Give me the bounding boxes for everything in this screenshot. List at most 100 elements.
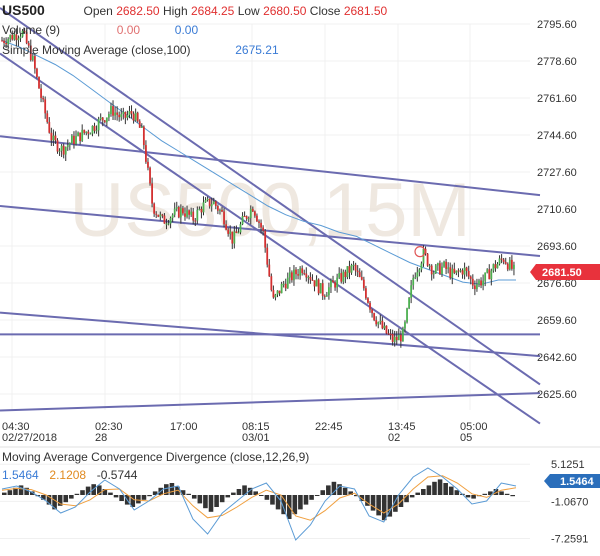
trend-line (0, 392, 541, 412)
macd-bar (52, 495, 57, 510)
candles (1, 27, 515, 348)
macd-bar (247, 487, 253, 495)
macd-bar (448, 486, 454, 495)
candle-body (56, 140, 59, 152)
candle-body (469, 276, 472, 279)
candle-body (441, 266, 443, 275)
candle-body (114, 112, 116, 116)
candle-body (463, 267, 466, 275)
macd-bar (253, 491, 258, 495)
candle-body (204, 199, 207, 203)
current-price-badge: 2681.50 (530, 264, 600, 280)
candle-body (461, 270, 464, 275)
candle-body (177, 207, 180, 218)
candle-body (208, 198, 211, 207)
candle-body (375, 320, 378, 325)
macd-bar (102, 489, 108, 495)
candle-body (237, 232, 240, 234)
candle-body (184, 213, 186, 217)
candle-body (270, 276, 273, 291)
candle-body (99, 117, 102, 120)
candle-body (422, 248, 425, 264)
candle-body (85, 131, 88, 133)
candle-body (494, 264, 497, 269)
candle-body (410, 285, 413, 298)
macd-bar (298, 495, 303, 510)
macd-bar (197, 495, 203, 504)
candle-body (155, 213, 158, 215)
candle-body (379, 320, 382, 322)
candle-body (467, 270, 470, 277)
candle-body (110, 106, 112, 115)
x-tick-time: 13:45 (388, 421, 416, 433)
y-tick-label: 2659.60 (537, 315, 577, 327)
candle-body (66, 145, 69, 148)
x-tick-time: 08:15 (242, 421, 270, 433)
candle-body (288, 272, 291, 278)
candle-body (500, 258, 503, 260)
macd-signal-line (1, 475, 517, 521)
candle-body (319, 283, 322, 294)
macd-bar (454, 490, 460, 495)
macd-bar (203, 495, 208, 509)
candle-body (241, 216, 244, 225)
macd-value-2: 2.1208 (49, 468, 87, 482)
macd-bar (437, 479, 443, 495)
candle-body (439, 263, 441, 275)
candle-body (350, 265, 353, 273)
candle-body (348, 266, 351, 273)
candle-body (303, 273, 306, 275)
y-tick-label: 2693.60 (537, 241, 577, 253)
sma-value: 2675.21 (235, 43, 279, 57)
candle-body (159, 214, 162, 217)
macd-bar (409, 495, 415, 498)
candle-body (268, 264, 271, 277)
candle-body (9, 34, 12, 40)
candle-body (145, 145, 147, 162)
candle-body (138, 121, 141, 128)
candle-body (3, 40, 5, 43)
candle-body (358, 272, 361, 277)
candle-body (309, 276, 312, 280)
candle-body (299, 268, 302, 276)
candle-body (227, 229, 230, 234)
candle-body (171, 214, 174, 219)
macd-bar (426, 485, 432, 495)
macd-bar (191, 495, 197, 499)
macd-bar (2, 492, 7, 495)
macd-bar (342, 487, 348, 495)
candle-body (196, 209, 199, 221)
candle-body (194, 220, 197, 222)
candle-body (124, 111, 127, 118)
macd-bar (393, 495, 398, 512)
macd-bar (147, 495, 152, 497)
candle-body (231, 231, 234, 244)
macd-bar (141, 495, 147, 500)
candle-body (157, 214, 160, 217)
candle-body (73, 135, 75, 145)
candle-body (356, 270, 359, 273)
candle-body (449, 267, 452, 278)
y-tick-label: 2676.60 (537, 278, 577, 290)
close-value: 2681.50 (343, 4, 388, 18)
macd-bar (275, 495, 281, 510)
candle-body (274, 294, 277, 298)
candle-body (29, 45, 32, 60)
macd-bar (214, 495, 219, 507)
candle-body (153, 203, 156, 214)
low-label: Low (237, 4, 260, 18)
macd-bar (96, 485, 102, 495)
y-tick-label: 2744.60 (537, 130, 577, 142)
candle-body (122, 111, 125, 115)
candle-body (25, 32, 28, 44)
volume-value-1: 0.00 (116, 23, 141, 37)
candle-body (332, 280, 334, 283)
candle-body (200, 208, 203, 213)
candle-body (385, 325, 388, 334)
candle-body (81, 129, 84, 142)
candle-body (225, 224, 228, 230)
candle-body (101, 117, 104, 121)
high-value: 2684.25 (190, 4, 235, 18)
candle-body (229, 231, 232, 234)
candle-body (420, 263, 423, 270)
